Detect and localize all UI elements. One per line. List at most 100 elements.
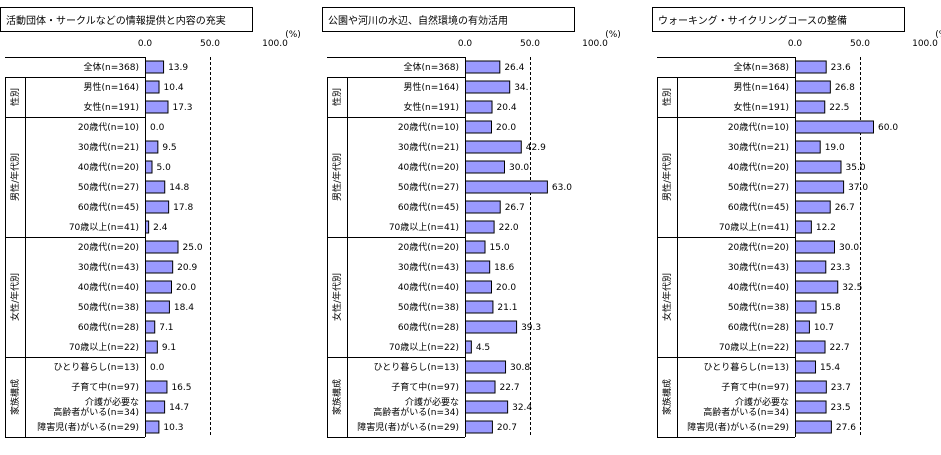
category-label: ひとり暮らし(n=13)	[704, 361, 789, 373]
group-label: 女性/年代別	[661, 273, 673, 321]
category-label: 20歳代(n=20)	[728, 241, 789, 253]
data-label: 23.6	[831, 63, 851, 73]
unit-label: (%)	[935, 30, 941, 40]
chart-title: ウォーキング・サイクリングコースの整備	[658, 14, 847, 27]
bar	[146, 381, 167, 393]
data-label: 39.3	[521, 323, 541, 333]
bar	[796, 341, 826, 353]
category-label: 50歳代(n=27)	[728, 181, 789, 193]
category-label: 20歳代(n=20)	[398, 241, 459, 253]
data-label: 37.0	[848, 183, 868, 193]
category-label: 50歳代(n=27)	[398, 181, 459, 193]
category-label: 30歳代(n=43)	[78, 261, 139, 273]
category-label: 障害児(者)がいる(n=29)	[687, 421, 789, 433]
unit-label: (%)	[605, 30, 621, 40]
data-label: 15.4	[820, 363, 840, 373]
bar	[146, 201, 169, 213]
bar	[146, 321, 155, 333]
data-label: 27.6	[836, 423, 856, 433]
category-label: 男性(n=164)	[404, 81, 459, 93]
chart-title: 公園や河川の水辺、自然環境の有効活用	[328, 14, 508, 27]
data-label: 32.4	[512, 403, 532, 413]
category-label: 介護が必要な	[735, 396, 789, 408]
group-label: 女性/年代別	[331, 273, 343, 321]
category-label: 20歳代(n=10)	[398, 121, 459, 133]
bar	[796, 381, 827, 393]
data-label: 23.3	[830, 263, 850, 273]
bar	[146, 281, 172, 293]
data-label: 60.0	[878, 123, 898, 133]
category-label: 30歳代(n=43)	[398, 261, 459, 273]
bar	[466, 301, 493, 313]
category-label: 全体(n=368)	[734, 61, 789, 73]
x-tick-label: 50.0	[520, 39, 540, 49]
category-label: 50歳代(n=38)	[728, 301, 789, 313]
bar	[146, 401, 165, 413]
data-label: 30.0	[839, 243, 859, 253]
data-label: 23.7	[831, 383, 851, 393]
data-label: 7.1	[159, 323, 173, 333]
bar	[466, 421, 493, 433]
data-label: 12.2	[816, 223, 836, 233]
x-tick-label: 100.0	[582, 39, 608, 49]
bar	[466, 121, 492, 133]
x-tick-label: 0.0	[138, 39, 153, 49]
chart-title: 活動団体・サークルなどの情報提供と内容の充実	[6, 14, 226, 27]
bar	[146, 101, 168, 113]
x-tick-label: 100.0	[912, 39, 938, 49]
bar	[796, 181, 844, 193]
category-label: 女性(n=191)	[84, 101, 139, 113]
data-label: 26.8	[835, 83, 855, 93]
data-label: 20.7	[497, 423, 517, 433]
data-label: 22.0	[499, 223, 519, 233]
data-label: 20.0	[496, 123, 516, 133]
data-label: 26.7	[835, 203, 855, 213]
group-label: 男性/年代別	[661, 153, 673, 201]
category-label: 介護が必要な	[405, 396, 459, 408]
data-label: 20.0	[496, 283, 516, 293]
bar	[796, 141, 821, 153]
category-label: 70歳以上(n=22)	[69, 341, 139, 353]
category-label: ひとり暮らし(n=13)	[54, 361, 139, 373]
category-label: 40歳代(n=40)	[78, 281, 139, 293]
data-label: 42.9	[526, 143, 546, 153]
bar	[146, 141, 158, 153]
category-label: 40歳代(n=40)	[728, 281, 789, 293]
bar	[796, 241, 835, 253]
data-label: 15.8	[821, 303, 841, 313]
bar	[146, 221, 149, 233]
category-label: 40歳代(n=40)	[398, 281, 459, 293]
data-label: 18.6	[494, 263, 514, 273]
bar	[796, 201, 831, 213]
x-tick-label: 0.0	[458, 39, 473, 49]
category-label: ひとり暮らし(n=13)	[374, 361, 459, 373]
category-label: 70歳以上(n=41)	[69, 221, 139, 233]
group-label: 性別	[661, 88, 673, 106]
category-label: 40歳代(n=20)	[728, 161, 789, 173]
data-label: 13.9	[168, 63, 188, 73]
bar	[146, 341, 158, 353]
bar	[466, 341, 472, 353]
bar	[146, 301, 170, 313]
category-label: 介護が必要な	[85, 396, 139, 408]
category-label: 30歳代(n=21)	[728, 141, 789, 153]
bar	[466, 401, 508, 413]
bar	[146, 421, 159, 433]
bar	[146, 261, 173, 273]
bar	[796, 101, 825, 113]
bar	[796, 421, 832, 433]
bar	[466, 221, 495, 233]
category-label: 60歳代(n=28)	[398, 321, 459, 333]
category-label: 障害児(者)がいる(n=29)	[37, 421, 139, 433]
x-tick-label: 50.0	[200, 39, 220, 49]
category-label: 50歳代(n=38)	[398, 301, 459, 313]
category-label: 障害児(者)がいる(n=29)	[357, 421, 459, 433]
data-label: 9.1	[162, 343, 176, 353]
category-label: 男性(n=164)	[84, 81, 139, 93]
category-label: 20歳代(n=10)	[728, 121, 789, 133]
data-label: 10.7	[814, 323, 834, 333]
bar	[796, 361, 816, 373]
